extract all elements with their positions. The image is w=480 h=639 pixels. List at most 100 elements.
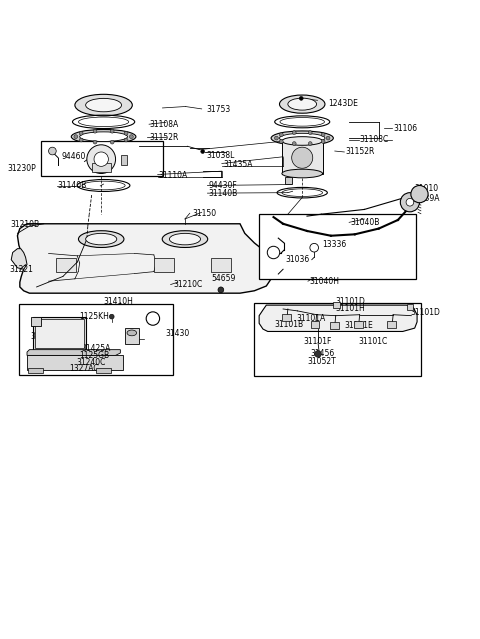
Bar: [96, 368, 111, 373]
Text: A: A: [151, 316, 155, 321]
Circle shape: [124, 132, 128, 135]
Circle shape: [292, 142, 296, 146]
Circle shape: [279, 139, 283, 143]
Ellipse shape: [85, 233, 117, 245]
Text: 31152R: 31152R: [149, 133, 179, 142]
Text: 31410H: 31410H: [104, 297, 133, 306]
Text: 31753: 31753: [206, 105, 231, 114]
Bar: [285, 178, 292, 183]
Circle shape: [279, 133, 283, 137]
Bar: [41, 141, 163, 176]
Bar: [407, 304, 413, 310]
Polygon shape: [27, 350, 120, 355]
Ellipse shape: [288, 98, 317, 110]
Bar: [330, 322, 338, 328]
Text: 31101C: 31101C: [359, 337, 388, 346]
Circle shape: [300, 96, 303, 100]
Ellipse shape: [80, 132, 128, 141]
Bar: [254, 304, 421, 376]
Text: 31221: 31221: [9, 265, 33, 274]
Ellipse shape: [282, 137, 323, 145]
Text: 31052T: 31052T: [307, 357, 336, 366]
Circle shape: [79, 138, 83, 142]
Text: 31101H: 31101H: [336, 304, 365, 312]
Circle shape: [124, 138, 128, 142]
Bar: [56, 258, 76, 272]
Text: 1327AC: 1327AC: [69, 364, 99, 373]
Circle shape: [110, 129, 114, 133]
Text: 31101F: 31101F: [303, 337, 332, 346]
Text: 31150: 31150: [192, 209, 216, 218]
Text: 31152R: 31152R: [345, 148, 375, 157]
Circle shape: [94, 152, 108, 166]
Text: 1243DE: 1243DE: [328, 98, 359, 107]
Bar: [259, 214, 416, 279]
Circle shape: [292, 131, 296, 135]
Text: 31140B: 31140B: [209, 189, 238, 198]
Circle shape: [87, 145, 116, 174]
Circle shape: [321, 133, 325, 137]
Bar: [28, 368, 43, 373]
Bar: [121, 155, 127, 165]
Circle shape: [326, 136, 330, 140]
Text: 13336: 13336: [323, 240, 347, 249]
Ellipse shape: [282, 169, 323, 178]
Bar: [387, 321, 396, 328]
Ellipse shape: [162, 231, 208, 247]
Text: 31108C: 31108C: [360, 135, 389, 144]
Text: 31038L: 31038L: [206, 151, 235, 160]
Circle shape: [201, 150, 204, 153]
Polygon shape: [11, 249, 27, 269]
Ellipse shape: [127, 330, 137, 335]
Bar: [31, 317, 41, 326]
Circle shape: [74, 135, 78, 139]
Bar: [92, 162, 111, 172]
Circle shape: [292, 147, 313, 168]
Text: 31040H: 31040H: [310, 277, 339, 286]
Text: 31430: 31430: [166, 329, 190, 338]
Circle shape: [308, 131, 312, 135]
Circle shape: [321, 139, 325, 143]
Circle shape: [275, 136, 278, 140]
Bar: [35, 319, 84, 348]
Text: 31210B: 31210B: [10, 220, 39, 229]
Text: 31101B: 31101B: [275, 320, 303, 329]
Circle shape: [315, 351, 322, 357]
Bar: [125, 328, 139, 344]
Text: 31420C: 31420C: [31, 332, 60, 341]
Bar: [211, 258, 231, 272]
Text: 94460: 94460: [62, 152, 86, 161]
Circle shape: [267, 246, 280, 259]
Circle shape: [48, 147, 56, 155]
Text: 31101P: 31101P: [31, 320, 60, 329]
Circle shape: [400, 193, 420, 212]
Text: 94430F: 94430F: [209, 181, 238, 190]
Text: 31108A: 31108A: [149, 119, 178, 128]
Bar: [282, 141, 323, 174]
Ellipse shape: [75, 95, 132, 116]
Circle shape: [146, 312, 159, 325]
Circle shape: [79, 132, 83, 135]
Text: 31230P: 31230P: [8, 164, 36, 173]
Polygon shape: [259, 305, 417, 332]
Circle shape: [93, 140, 97, 144]
Ellipse shape: [279, 134, 325, 143]
Ellipse shape: [279, 95, 325, 113]
Text: 31101A: 31101A: [296, 314, 325, 323]
Text: 1125GB: 1125GB: [79, 351, 109, 360]
Text: 31435A: 31435A: [223, 160, 253, 169]
Ellipse shape: [72, 130, 136, 144]
Text: 31039A: 31039A: [410, 194, 439, 203]
Text: 31240C: 31240C: [76, 358, 106, 367]
Text: 31101D: 31101D: [410, 308, 440, 317]
Text: 31106: 31106: [393, 123, 417, 132]
Ellipse shape: [85, 98, 121, 112]
Circle shape: [310, 243, 319, 252]
Bar: [154, 258, 174, 272]
Text: 31036: 31036: [285, 255, 309, 264]
Bar: [354, 321, 362, 328]
Circle shape: [109, 314, 114, 319]
Bar: [311, 321, 320, 328]
Text: 31140B: 31140B: [57, 181, 86, 190]
Text: 31101E: 31101E: [344, 321, 373, 330]
